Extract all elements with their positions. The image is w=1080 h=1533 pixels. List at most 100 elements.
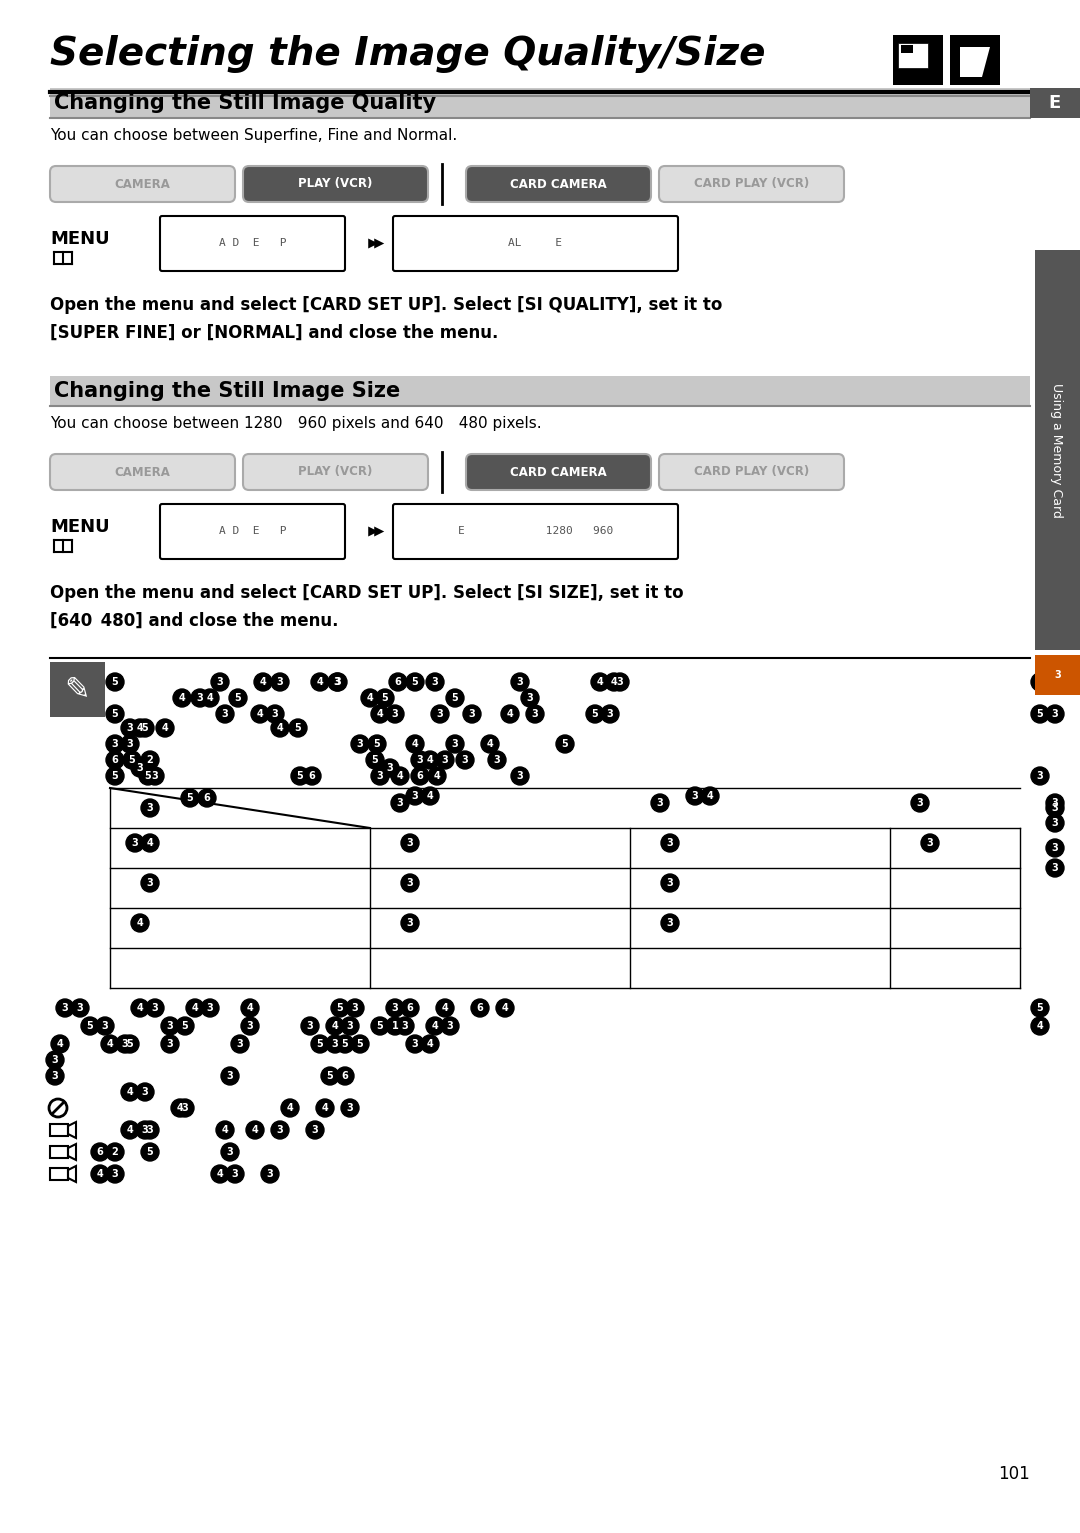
Circle shape [421,751,438,770]
Circle shape [611,673,629,691]
Text: 4: 4 [162,724,168,733]
Text: 3: 3 [469,708,475,719]
Text: 5: 5 [1037,708,1043,719]
Circle shape [463,705,481,724]
Text: 3: 3 [347,1021,353,1032]
Text: 3: 3 [102,1021,108,1032]
Text: 3: 3 [166,1021,174,1032]
Text: 3: 3 [666,918,673,927]
Text: 3: 3 [166,1039,174,1049]
Text: 4: 4 [286,1104,294,1113]
Circle shape [411,751,429,770]
Text: 3: 3 [392,1003,399,1013]
Circle shape [56,1000,75,1016]
Circle shape [136,1121,154,1139]
Circle shape [141,799,159,817]
Text: 3: 3 [377,771,383,780]
Text: 1: 1 [392,1021,399,1032]
Text: 101: 101 [998,1466,1030,1482]
Circle shape [401,914,419,932]
Circle shape [241,1000,259,1016]
Circle shape [1047,794,1064,812]
Circle shape [406,734,424,753]
Circle shape [186,1000,204,1016]
Bar [50,376,1030,406]
Text: 5: 5 [372,754,378,765]
Circle shape [121,1121,139,1139]
Text: 4: 4 [332,1021,338,1032]
Circle shape [156,719,174,737]
Text: 3: 3 [147,1125,153,1134]
Circle shape [436,1000,454,1016]
Bar [50,662,105,717]
Text: CAMERA: CAMERA [114,466,171,478]
Text: 3: 3 [666,839,673,848]
Circle shape [661,914,679,932]
Circle shape [139,766,157,785]
Circle shape [326,1016,345,1035]
Circle shape [336,1067,354,1085]
Circle shape [226,1165,244,1183]
Circle shape [389,673,407,691]
Circle shape [311,673,329,691]
Circle shape [661,874,679,892]
Text: 3: 3 [447,1021,454,1032]
Circle shape [136,719,154,737]
Text: 4: 4 [377,708,383,719]
Text: 3: 3 [147,878,153,888]
Circle shape [428,766,446,785]
Text: 3: 3 [396,799,403,808]
FancyBboxPatch shape [243,454,428,491]
Circle shape [330,1000,349,1016]
Text: 3: 3 [411,791,418,802]
Text: 4: 4 [507,708,513,719]
Text: Selecting the Image Quality/Size: Selecting the Image Quality/Size [50,35,766,74]
Circle shape [329,673,347,691]
Bar [897,43,928,67]
Circle shape [81,1016,99,1035]
Circle shape [361,688,379,707]
Circle shape [216,705,234,724]
Text: 3: 3 [77,1003,83,1013]
Text: You can choose between 1280  960 pixels and 640  480 pixels.: You can choose between 1280 960 pixels a… [50,415,542,431]
Circle shape [1047,799,1064,817]
Text: 5: 5 [381,693,389,704]
Text: 3: 3 [312,1125,319,1134]
Text: 3: 3 [407,918,414,927]
Circle shape [141,874,159,892]
Text: 5: 5 [337,1003,343,1013]
Text: 3: 3 [147,803,153,812]
Text: 6: 6 [476,1003,484,1013]
Text: 3: 3 [181,1104,188,1113]
Text: A D  E   P: A D E P [219,239,286,248]
Text: CARD CAMERA: CARD CAMERA [510,466,607,478]
Circle shape [241,1016,259,1035]
FancyBboxPatch shape [50,166,235,202]
Text: E            1280   960: E 1280 960 [458,526,613,537]
FancyBboxPatch shape [393,504,678,560]
Text: Open the menu and select [CARD SET UP]. Select [SI QUALITY], set it to: Open the menu and select [CARD SET UP]. … [50,296,723,314]
Text: 3: 3 [52,1055,58,1065]
Text: 5: 5 [141,724,148,733]
Text: 3: 3 [1052,863,1058,872]
Text: 4: 4 [137,918,144,927]
FancyBboxPatch shape [659,454,843,491]
Text: 5: 5 [326,1072,334,1081]
Circle shape [106,705,124,724]
Text: 4: 4 [206,693,214,704]
Circle shape [341,1016,359,1035]
Text: Open the menu and select [CARD SET UP]. Select [SI SIZE], set it to: Open the menu and select [CARD SET UP]. … [50,584,684,602]
Circle shape [372,766,389,785]
Circle shape [131,1000,149,1016]
Text: CAMERA: CAMERA [114,178,171,190]
Circle shape [229,688,247,707]
Text: 5: 5 [374,739,380,750]
Circle shape [651,794,669,812]
Text: Changing the Still Image Quality: Changing the Still Image Quality [54,94,436,113]
Text: 3: 3 [52,1072,58,1081]
Circle shape [556,734,573,753]
Text: 2: 2 [147,754,153,765]
Text: 5: 5 [297,771,303,780]
Circle shape [912,794,929,812]
Text: 6: 6 [204,793,211,803]
